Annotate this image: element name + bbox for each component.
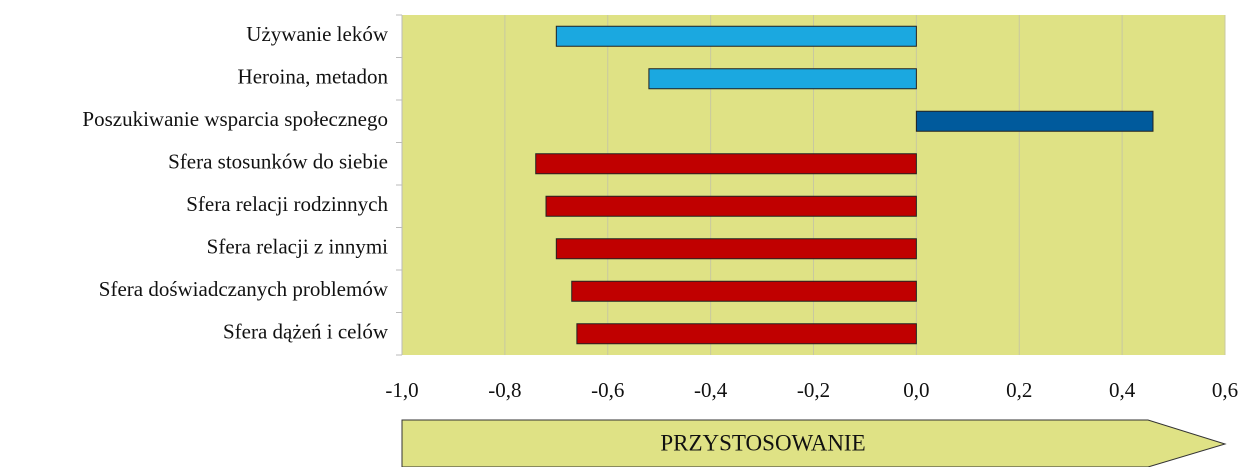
bar	[576, 323, 917, 345]
x-tick-label: -0,6	[591, 378, 624, 402]
bar	[555, 238, 917, 260]
bar	[555, 25, 917, 47]
x-tick-label: 0,0	[903, 378, 929, 402]
y-tick-label: Sfera stosunków do siebie	[168, 150, 388, 174]
x-tick-label: 0,2	[1006, 378, 1032, 402]
arrow	[401, 419, 1227, 467]
x-tick-label: -0,2	[797, 378, 830, 402]
y-tick-label: Heroina, metadon	[238, 65, 389, 89]
bar	[535, 153, 917, 175]
bar	[545, 195, 917, 217]
y-tick-label: Sfera relacji z innymi	[207, 235, 389, 259]
x-tick-label: 0,6	[1212, 378, 1238, 402]
x-tick-label: -0,4	[694, 378, 728, 402]
y-tick-label: Sfera doświadczanych problemów	[99, 277, 389, 301]
x-tick-label: -0,8	[488, 378, 521, 402]
arrow-label: PRZYSTOSOWANIE	[660, 430, 865, 455]
y-tick-label: Używanie leków	[246, 22, 389, 46]
x-tick-label: -1,0	[385, 378, 418, 402]
y-tick-label: Sfera dążeń i celów	[223, 320, 389, 344]
bar	[915, 110, 1154, 132]
bar	[571, 280, 917, 302]
bar	[648, 68, 917, 90]
x-tick-label: 0,4	[1109, 378, 1136, 402]
y-tick-label: Sfera relacji rodzinnych	[186, 192, 388, 216]
y-tick-label: Poszukiwanie wsparcia społecznego	[82, 107, 388, 131]
